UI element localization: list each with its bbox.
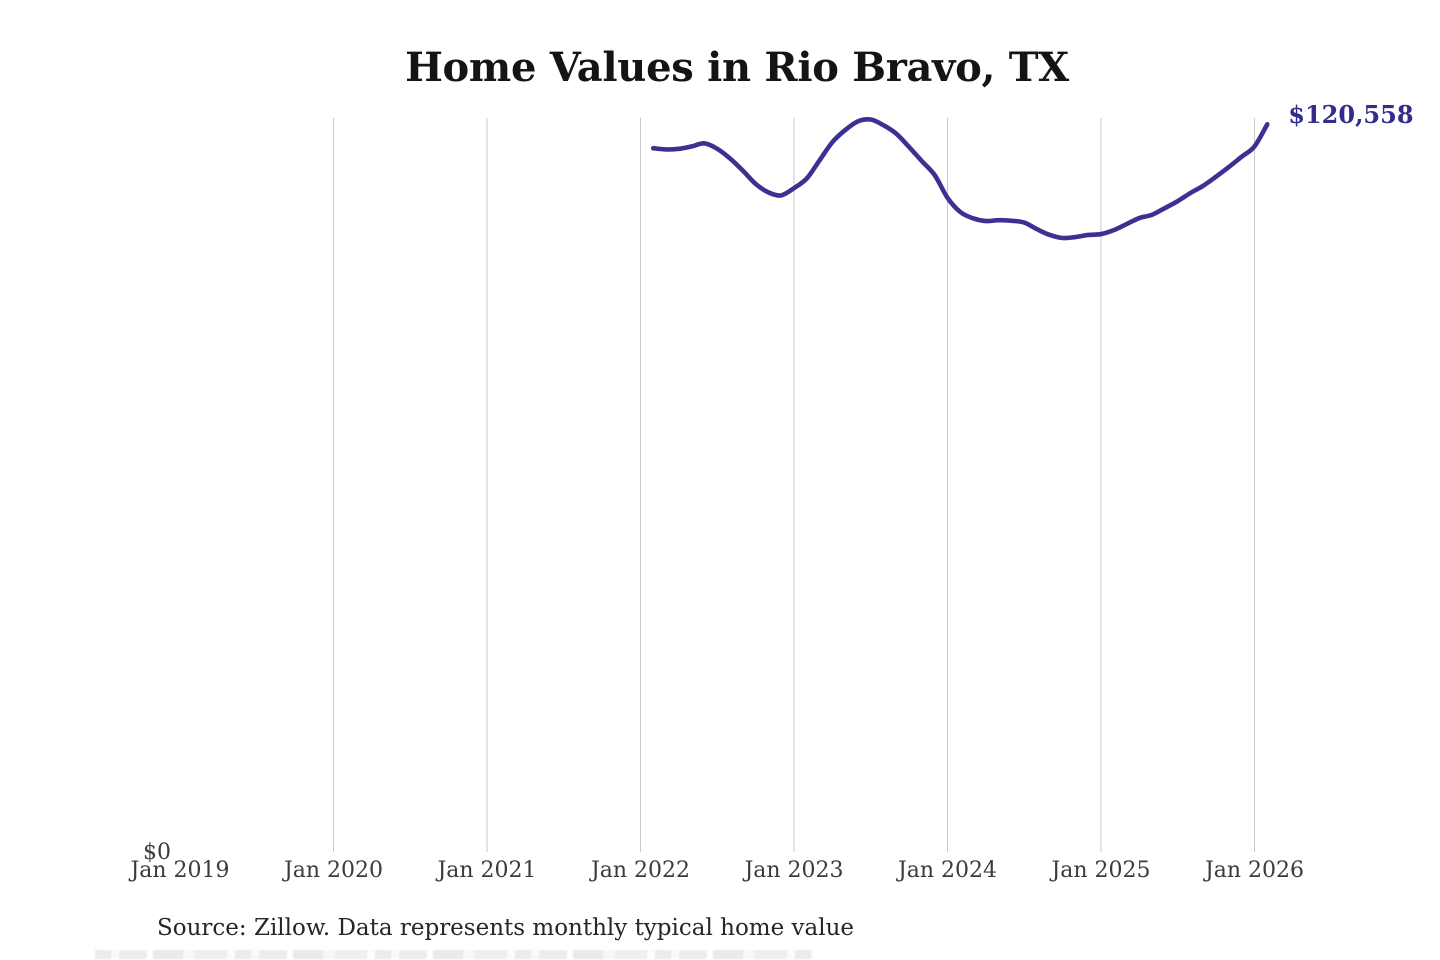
home-value-line — [650, 116, 1270, 241]
x-axis-label: Jan 2025 — [1051, 858, 1151, 883]
latest-value-label: $120,558 — [1288, 100, 1414, 130]
x-axis-label: Jan 2023 — [744, 858, 844, 883]
chart-title: Home Values in Rio Bravo, TX — [405, 44, 1069, 91]
x-axis-label: Jan 2024 — [897, 858, 998, 883]
x-axis: Jan 2019 Jan 2020 Jan 2021 Jan 2022 Jan 2023… — [0, 858, 1440, 888]
x-axis-label: Jan 2021 — [437, 858, 537, 883]
x-axis-label: Jan 2019 — [130, 858, 230, 883]
clipped-text-remnant — [95, 950, 813, 959]
y-axis-zero-label: $0 — [143, 840, 171, 865]
x-axis-label: Jan 2022 — [590, 858, 691, 883]
x-axis-label: Jan 2026 — [1204, 858, 1305, 883]
x-axis-label: Jan 2020 — [283, 858, 384, 883]
source-note: Source: Zillow. Data represents monthly … — [157, 915, 855, 941]
